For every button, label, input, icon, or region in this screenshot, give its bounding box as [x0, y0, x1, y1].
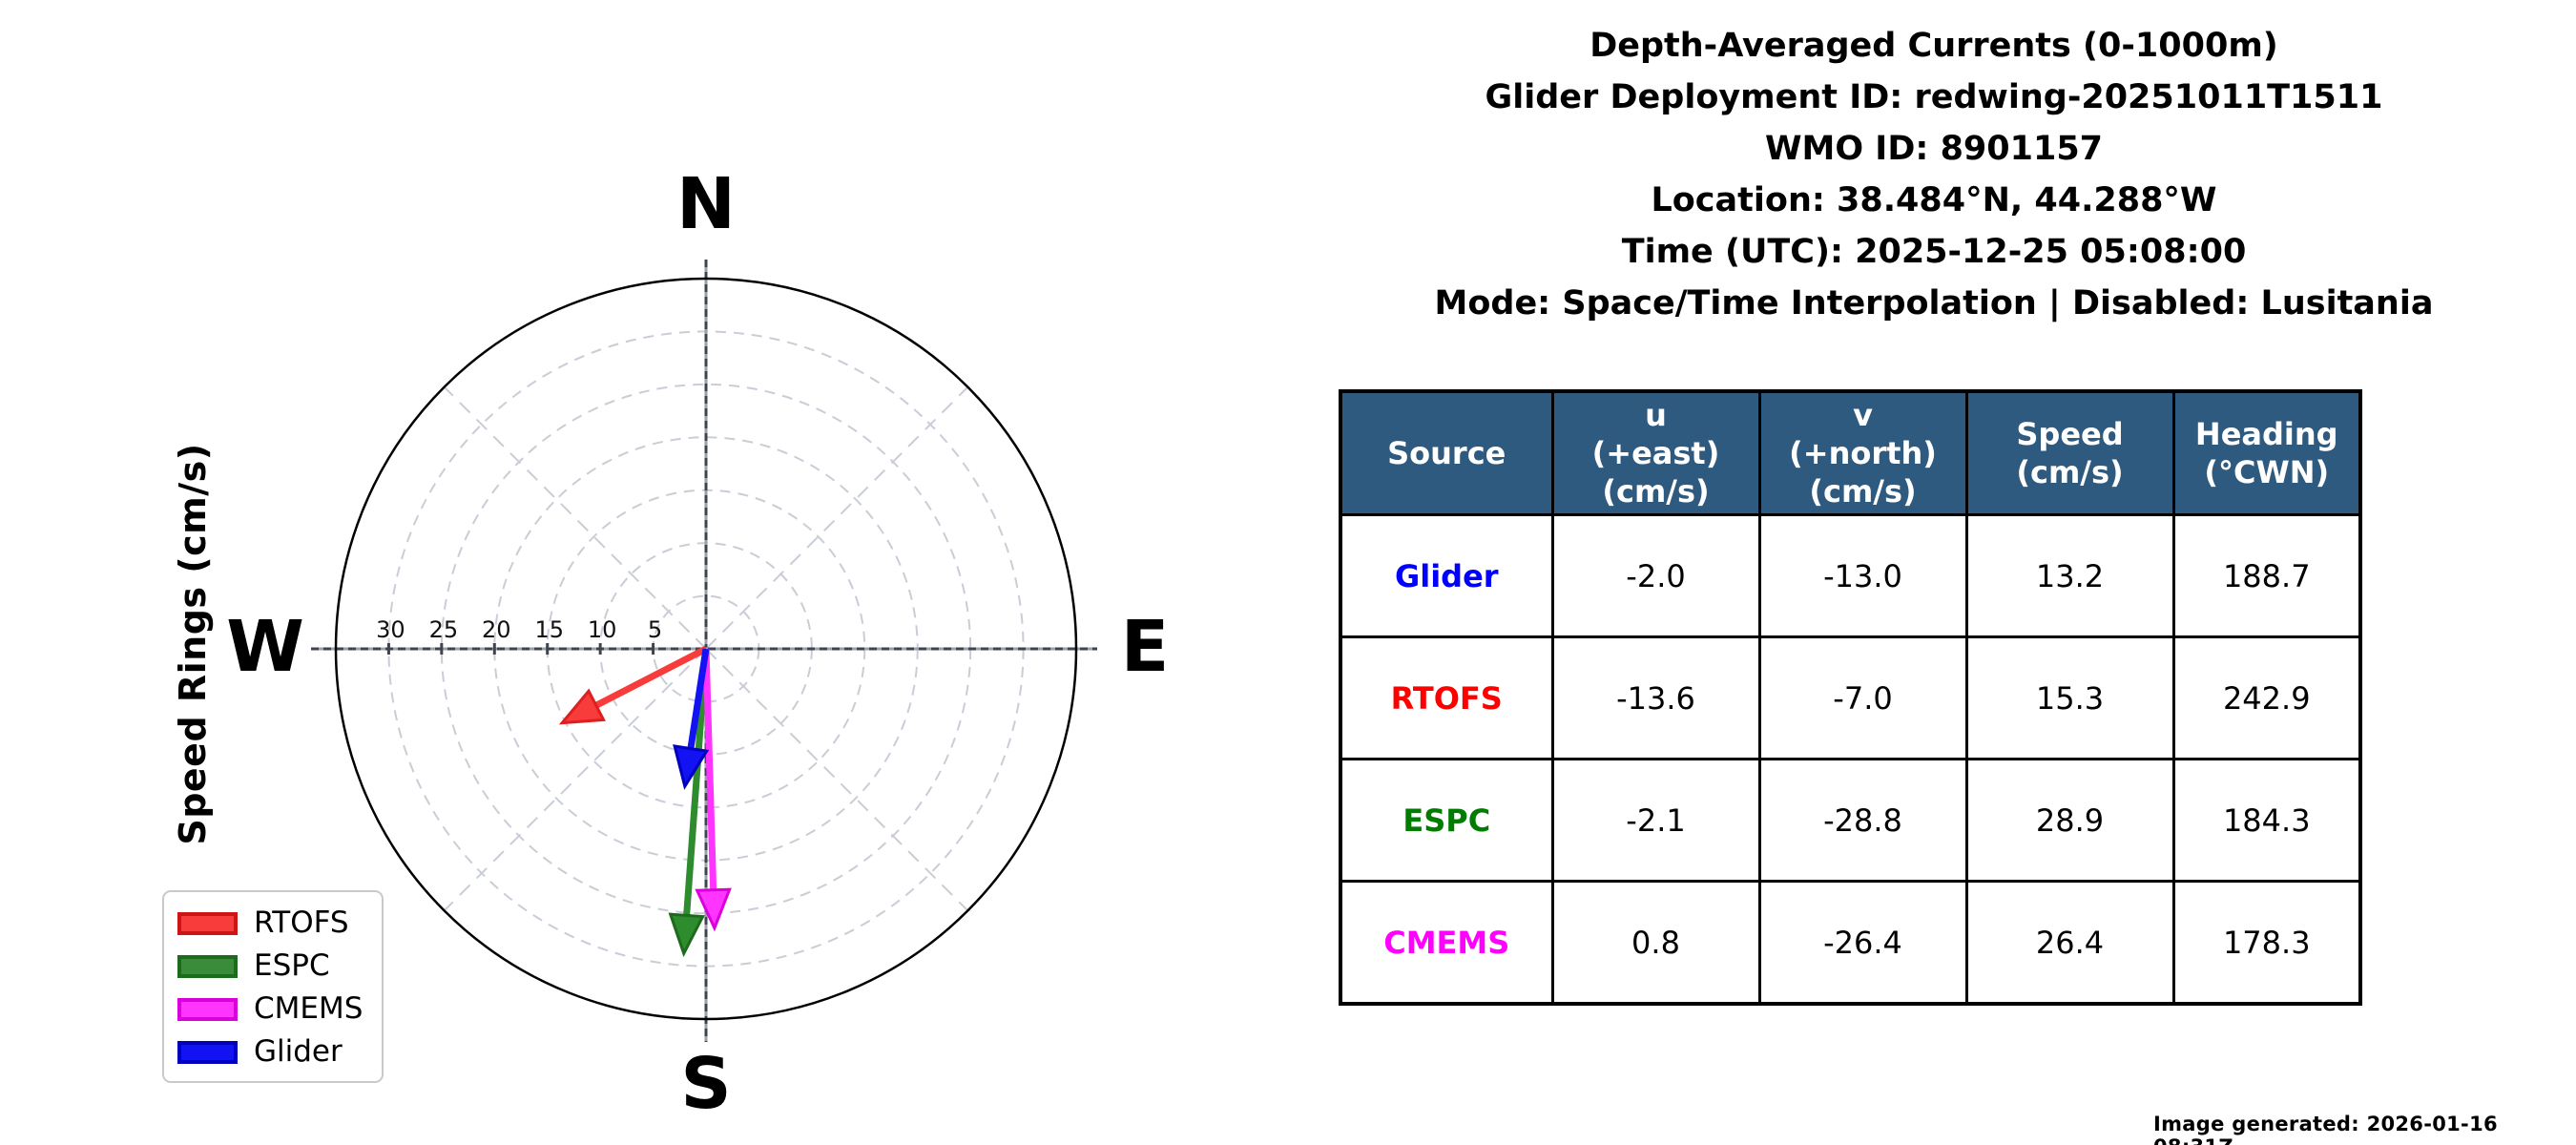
- table-cell-source: Glider: [1339, 513, 1554, 638]
- arrow-head-rtofs: [558, 688, 606, 725]
- table-row: ESPC -2.1 -28.8 28.9 184.3: [1339, 758, 2362, 883]
- compass-label-south: S: [680, 1043, 731, 1125]
- table-row: Glider -2.0 -13.0 13.2 188.7: [1339, 513, 2362, 638]
- legend-swatch: [177, 911, 238, 935]
- legend-box: RTOFS ESPC CMEMS Glider: [162, 890, 384, 1083]
- ring-label: 15: [534, 616, 564, 643]
- title-line: WMO ID: 8901157: [1764, 130, 2104, 168]
- table-row: RTOFS -13.6 -7.0 15.3 242.9: [1339, 635, 2362, 760]
- spoke-line: [443, 385, 707, 650]
- legend-item-label: ESPC: [254, 948, 330, 983]
- arrow-shaft-espc: [682, 648, 710, 924]
- legend-item: RTOFS: [177, 902, 382, 945]
- ring-labels: 30 25 20 15 10 5: [376, 616, 662, 643]
- legend-swatch: [177, 997, 238, 1021]
- arrow-shaft-glider: [686, 648, 710, 758]
- table-header-cell: Heading (°CWN): [2171, 389, 2362, 516]
- compass-label-north: N: [676, 163, 736, 245]
- table-cell-value: -2.1: [1550, 758, 1761, 883]
- ring-label: 5: [648, 616, 662, 643]
- table-cell-source: RTOFS: [1339, 635, 1554, 760]
- spoke-line: [705, 648, 969, 912]
- table-header-cell: Source: [1339, 389, 1554, 516]
- ring-label: 20: [482, 616, 511, 643]
- arrow-head-cmems: [695, 887, 732, 932]
- table-cell-source: CMEMS: [1339, 880, 1554, 1006]
- spoke-line: [705, 385, 969, 650]
- outer-circle-line: [334, 277, 1078, 1021]
- compass-letters: N S E W: [226, 163, 1169, 1125]
- table-header-row: Source u (+east) (cm/s) v (+north) (cm/s) S…: [1339, 389, 2362, 516]
- title-line: Mode: Space/Time Interpolation | Disable…: [1434, 284, 2434, 323]
- table-cell-value: 178.3: [2171, 880, 2362, 1006]
- table-cell-source: ESPC: [1339, 758, 1554, 883]
- table-cell-value: -13.0: [1757, 513, 1968, 638]
- diagonal-spokes: [443, 385, 969, 912]
- table-cell-value: 13.2: [1964, 513, 2175, 638]
- table-cell-value: 184.3: [2171, 758, 2362, 883]
- table-header-cell: v (+north) (cm/s): [1757, 389, 1968, 516]
- legend-item-label: RTOFS: [254, 906, 349, 940]
- table-cell-value: 188.7: [2171, 513, 2362, 638]
- legend-swatch: [177, 1040, 238, 1064]
- table-cell-value: 242.9: [2171, 635, 2362, 760]
- title-line: Time (UTC): 2025-12-25 05:08:00: [1621, 233, 2247, 271]
- ring-label: 10: [588, 616, 617, 643]
- title-line: Location: 38.484°N, 44.288°W: [1651, 181, 2217, 219]
- spoke-line: [443, 648, 707, 912]
- table-row: CMEMS 0.8 -26.4 26.4 178.3: [1339, 880, 2362, 1006]
- table-cell-value: -13.6: [1550, 635, 1761, 760]
- table-cell-value: 26.4: [1964, 880, 2175, 1006]
- table-header: Source u (+east) (cm/s) v (+north) (cm/s) S…: [1339, 389, 2362, 516]
- table-cell-value: -7.0: [1757, 635, 1968, 760]
- speed-rings-axis-label: Speed Rings (cm/s): [172, 443, 214, 845]
- legend-swatch: [177, 954, 238, 978]
- legend-item: CMEMS: [177, 988, 382, 1030]
- title-block: Depth-Averaged Currents (0-1000m) Glider …: [1334, 20, 2534, 329]
- currents-table: Source u (+east) (cm/s) v (+north) (cm/s) S…: [1339, 389, 2362, 1006]
- table-header-cell: u (+east) (cm/s): [1550, 389, 1761, 516]
- table-cell-value: 15.3: [1964, 635, 2175, 760]
- table-cell-value: -28.8: [1757, 758, 1968, 883]
- ring-ticks: [386, 643, 655, 655]
- arrow-head-espc: [668, 912, 705, 958]
- compass-label-west: W: [226, 606, 304, 688]
- table-cell-value: -2.0: [1550, 513, 1761, 638]
- table-header-cell: Speed (cm/s): [1964, 389, 2175, 516]
- arrow-head-glider: [673, 744, 710, 790]
- generated-timestamp: Image generated: 2026-01-16 08:31Z: [2153, 1113, 2498, 1145]
- compass-label-east: E: [1121, 606, 1170, 688]
- table-cell-value: 28.9: [1964, 758, 2175, 883]
- arrow-shaft-rtofs: [588, 645, 708, 713]
- table-body: Glider -2.0 -13.0 13.2 188.7 RTOFS -13.6 -7.0 15…: [1339, 513, 2362, 1006]
- outer-circle: [334, 277, 1078, 1021]
- current-vectors: [558, 645, 732, 958]
- legend-item-label: CMEMS: [254, 991, 364, 1026]
- table-cell-value: -26.4: [1757, 880, 1968, 1006]
- legend-item-label: Glider: [254, 1034, 343, 1069]
- table-cell-value: 0.8: [1550, 880, 1761, 1006]
- arrow-shaft-cmems: [702, 648, 717, 898]
- ring-label: 30: [376, 616, 405, 643]
- title-line: Depth-Averaged Currents (0-1000m): [1589, 27, 2278, 65]
- title-line: Glider Deployment ID: redwing-20251011T1…: [1485, 78, 2383, 116]
- legend-item: Glider: [177, 1030, 382, 1073]
- compass-plot: 30 25 20 15 10 5 N S E W: [226, 163, 1169, 1125]
- legend-item: ESPC: [177, 945, 382, 988]
- ring-label: 25: [429, 616, 459, 643]
